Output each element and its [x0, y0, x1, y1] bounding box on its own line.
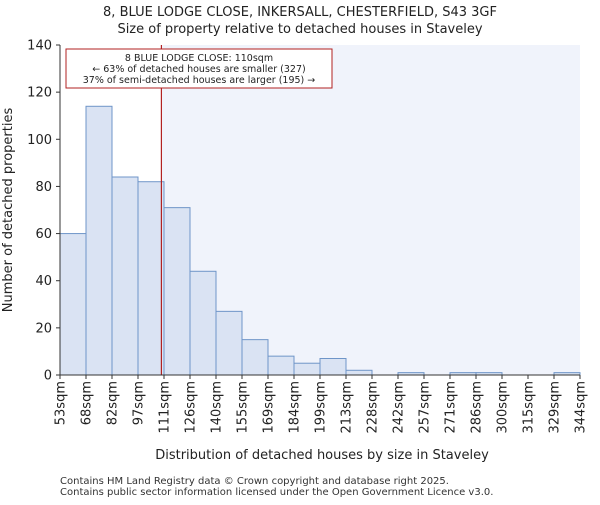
bar-68sqm: [85, 105, 113, 376]
y-tick-label: 120: [27, 86, 52, 101]
annotation-line2: ← 63% of detached houses are smaller (32…: [92, 64, 305, 75]
y-tick-label: 100: [27, 133, 52, 148]
y-tick-label: 20: [35, 321, 52, 336]
bar-53sqm: [59, 233, 87, 376]
x-tick-label: 68sqm: [80, 381, 95, 425]
x-tick-label: 228sqm: [366, 381, 381, 434]
x-tick-label: 97sqm: [132, 381, 147, 425]
y-tick-label: 60: [35, 227, 52, 242]
y-tick-label: 140: [27, 39, 52, 54]
bar-140sqm: [215, 310, 243, 376]
footer-line1: Contains HM Land Registry data © Crown c…: [60, 476, 449, 487]
x-tick-label: 271sqm: [444, 381, 459, 434]
x-tick-label: 169sqm: [262, 381, 277, 434]
annotation-box: 8 BLUE LODGE CLOSE: 110sqm ← 63% of deta…: [65, 48, 333, 89]
x-tick-label: 53sqm: [54, 381, 69, 425]
x-tick-label: 300sqm: [496, 381, 511, 434]
x-tick-label: 242sqm: [392, 381, 407, 434]
bar-82sqm: [111, 176, 139, 376]
x-tick-label: 213sqm: [340, 381, 355, 434]
y-axis: 0 20 40 60 80 100 120 140: [27, 39, 61, 384]
bars-group: [59, 105, 581, 376]
bar-213sqm: [345, 369, 373, 376]
bar-97sqm: [137, 181, 165, 376]
x-tick-label: 329sqm: [548, 381, 563, 434]
x-tick-label: 344sqm: [574, 381, 589, 434]
x-axis: 53sqm 68sqm 82sqm 97sqm 111sqm 126sqm 140sqm 15…: [54, 374, 589, 434]
bar-111sqm: [163, 207, 191, 376]
x-tick-label: 184sqm: [288, 381, 303, 434]
x-tick-label: 257sqm: [418, 381, 433, 434]
annotation-line1: 8 BLUE LODGE CLOSE: 110sqm: [125, 53, 273, 64]
bar-126sqm: [189, 270, 217, 376]
bar-199sqm: [319, 358, 347, 376]
annotation-line3: 37% of semi-detached houses are larger (…: [83, 75, 316, 86]
footer-line2: Contains public sector information licen…: [60, 487, 493, 498]
y-axis-label: Number of detached properties: [1, 108, 16, 313]
y-tick-label: 80: [35, 180, 52, 195]
x-tick-label: 199sqm: [314, 381, 329, 434]
chart-title-line2: Size of property relative to detached ho…: [117, 22, 482, 37]
chart-title-line1: 8, BLUE LODGE CLOSE, INKERSALL, CHESTERF…: [103, 5, 497, 20]
x-tick-label: 126sqm: [184, 381, 199, 434]
bar-169sqm: [267, 355, 295, 376]
x-tick-label: 155sqm: [236, 381, 251, 434]
y-tick-label: 0: [44, 369, 52, 384]
x-tick-label: 286sqm: [470, 381, 485, 434]
x-tick-label: 111sqm: [158, 381, 173, 434]
x-tick-label: 315sqm: [522, 381, 537, 434]
bar-184sqm: [293, 362, 321, 376]
x-axis-label: Distribution of detached houses by size …: [155, 448, 489, 463]
bar-155sqm: [241, 339, 269, 376]
x-tick-label: 82sqm: [106, 381, 121, 425]
y-tick-label: 40: [35, 274, 52, 289]
x-tick-label: 140sqm: [210, 381, 225, 434]
